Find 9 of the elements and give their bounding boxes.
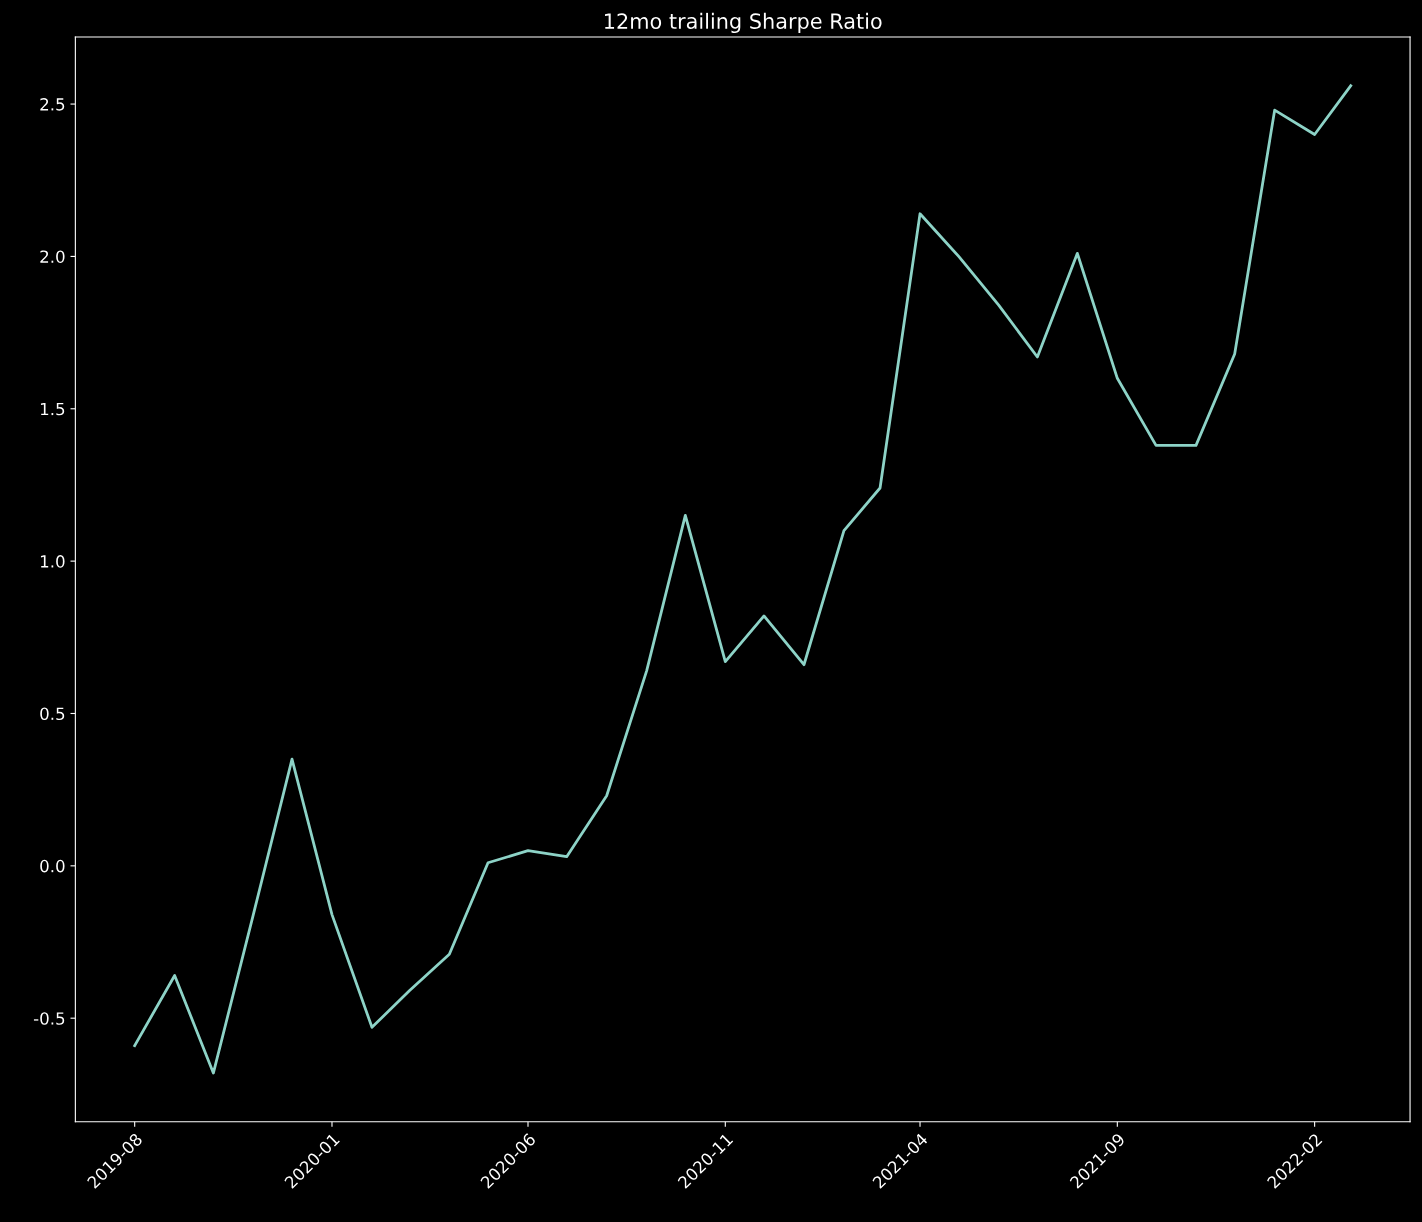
y-tick-label: 0.5 (40, 707, 65, 721)
y-tick-label: -0.5 (33, 1012, 65, 1025)
y-tick-label: 1.5 (40, 402, 65, 416)
y-tick-label: 2.5 (40, 98, 65, 111)
y-tick-label: 0.0 (40, 859, 65, 873)
y-tick-label: 2.0 (40, 250, 65, 263)
chart-title: 12mo trailing Sharpe Ratio (605, 12, 882, 34)
line-series (133, 84, 1353, 1075)
y-tick-label: 1.0 (40, 555, 65, 568)
